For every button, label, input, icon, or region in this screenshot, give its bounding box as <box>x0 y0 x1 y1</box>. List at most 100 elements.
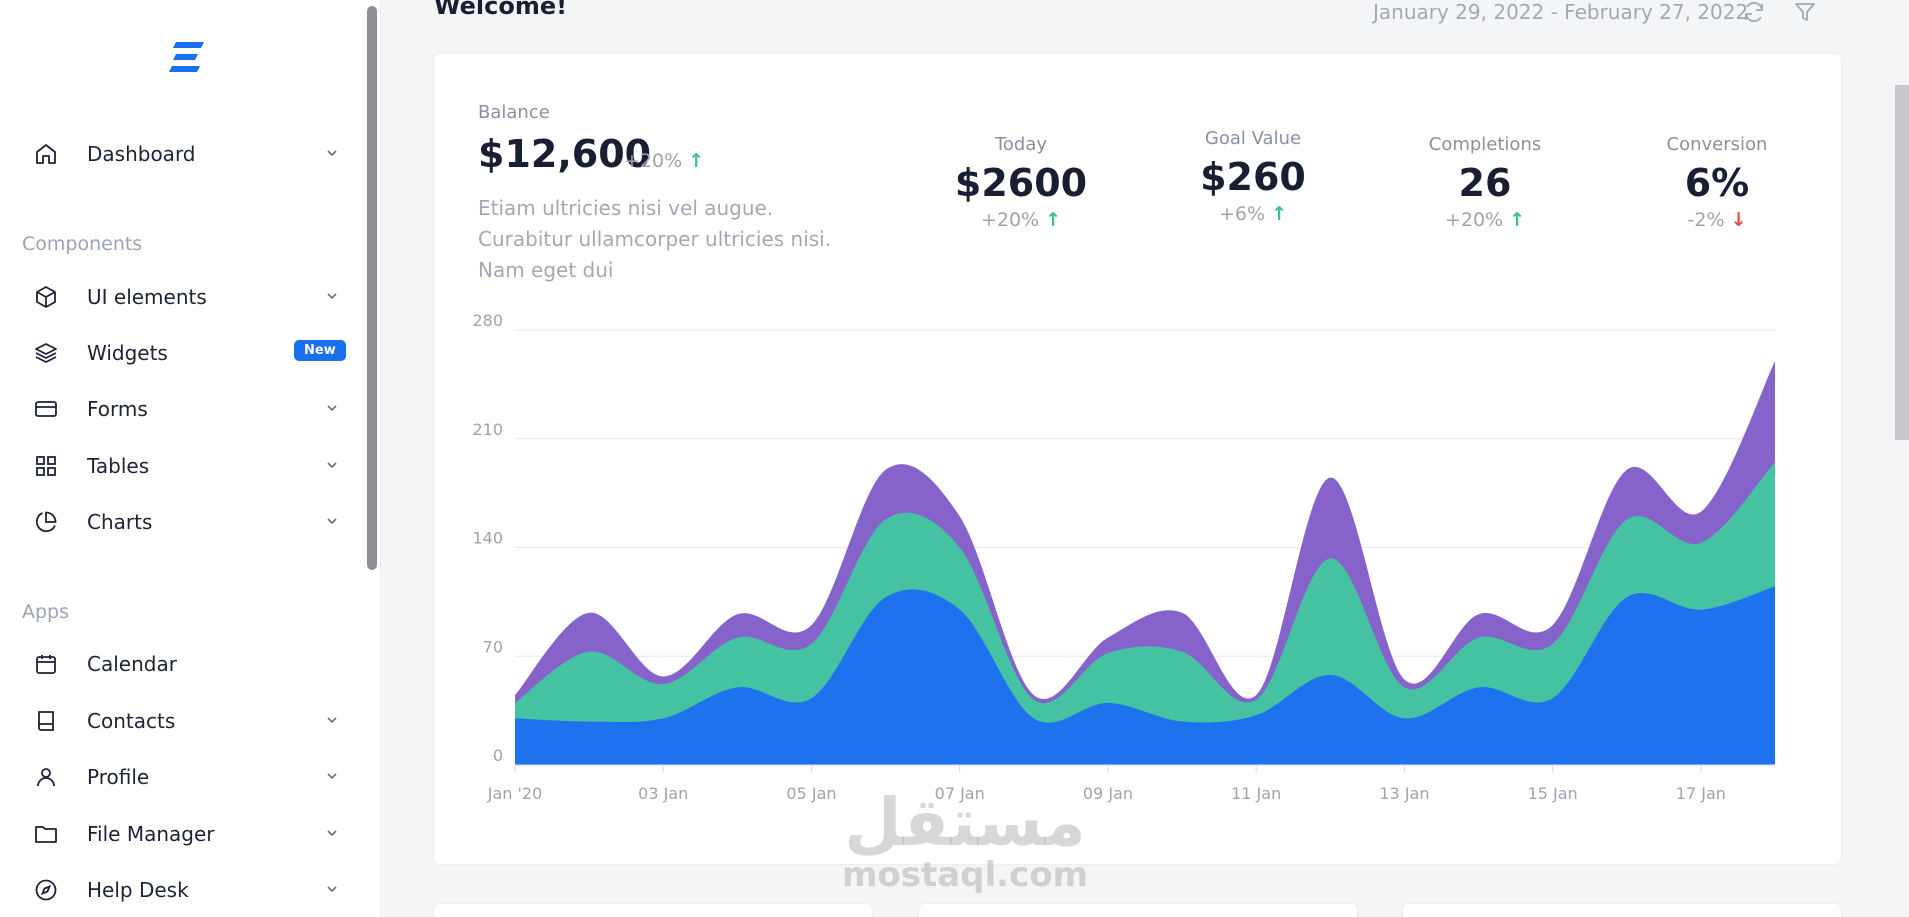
page-title: Welcome! <box>434 0 568 20</box>
sidebar-item-profile[interactable]: Profile <box>0 754 362 798</box>
stat-goal-value: Goal Value $260 +6% ↑ <box>1143 128 1363 225</box>
filter-icon[interactable] <box>1793 0 1817 24</box>
sidebar-item-label: Tables <box>87 454 150 478</box>
bottom-card <box>433 903 873 917</box>
x-tick-label: 09 Jan <box>1083 784 1133 803</box>
y-tick-label: 0 <box>493 746 503 765</box>
compass-icon <box>34 878 58 902</box>
sidebar-item-label: Widgets <box>87 341 168 365</box>
x-tick-label: Jan '20 <box>487 784 543 803</box>
stat-change: +20% ↑ <box>911 209 1131 231</box>
sidebar-item-widgets[interactable]: Widgets New <box>0 330 362 374</box>
y-tick-label: 140 <box>472 529 503 548</box>
x-tick-label: 05 Jan <box>786 784 836 803</box>
watermark: مستقل mostaql.com <box>830 784 1100 895</box>
stat-change-value: +20% <box>980 209 1040 231</box>
stat-today: Today $2600 +20% ↑ <box>911 134 1131 231</box>
credit-card-icon <box>34 397 58 421</box>
watermark-arabic: مستقل <box>844 784 1086 861</box>
sidebar-item-dashboard[interactable]: Dashboard <box>0 131 362 175</box>
y-tick-label: 280 <box>472 311 503 330</box>
sidebar-item-label: UI elements <box>87 285 207 309</box>
stat-change-value: +20% <box>1444 209 1504 231</box>
sidebar-item-contacts[interactable]: Contacts <box>0 698 362 742</box>
page-scrollbar[interactable] <box>1895 85 1909 440</box>
sidebar-item-file-manager[interactable]: File Manager <box>0 811 362 855</box>
arrow-down-icon: ↓ <box>1730 209 1747 231</box>
section-title-apps: Apps <box>22 601 70 623</box>
stat-value: $260 <box>1200 155 1306 199</box>
arrow-up-icon: ↑ <box>688 150 705 172</box>
x-tick-label: 07 Jan <box>935 784 985 803</box>
chevron-down-icon <box>324 768 340 784</box>
refresh-icon[interactable] <box>1742 0 1766 24</box>
arrow-up-icon: ↑ <box>1509 209 1526 231</box>
sidebar-item-label: Help Desk <box>87 878 189 902</box>
sidebar-item-label: Charts <box>87 510 153 534</box>
bottom-card <box>1402 903 1842 917</box>
chevron-down-icon <box>324 400 340 416</box>
stat-title: Today <box>994 134 1048 155</box>
x-tick-label: 11 Jan <box>1231 784 1281 803</box>
bottom-card <box>918 903 1358 917</box>
stat-conversion: Conversion 6% -2% ↓ <box>1607 134 1827 231</box>
sidebar-item-tables[interactable]: Tables <box>0 443 362 487</box>
chevron-down-icon <box>324 825 340 841</box>
x-tick-label: 17 Jan <box>1676 784 1726 803</box>
stat-value: $2600 <box>954 161 1088 205</box>
stat-completions: Completions 26 +20% ↑ <box>1375 134 1595 231</box>
stat-value: 6% <box>1684 161 1750 205</box>
y-tick-label: 210 <box>472 420 503 439</box>
arrow-up-icon: ↑ <box>1271 203 1288 225</box>
chevron-down-icon <box>324 288 340 304</box>
balance-change-value: +20% <box>624 150 683 172</box>
chevron-down-icon <box>324 513 340 529</box>
sidebar-item-ui-elements[interactable]: UI elements <box>0 274 362 318</box>
sidebar-item-label: Profile <box>87 765 150 789</box>
sidebar-item-label: Contacts <box>87 709 176 733</box>
chevron-down-icon <box>324 145 340 161</box>
cube-icon <box>34 285 58 309</box>
watermark-latin: mostaql.com <box>841 855 1089 895</box>
stat-title: Completions <box>1428 134 1542 155</box>
y-tick-label: 70 <box>483 637 503 656</box>
balance-title: Balance <box>478 102 550 123</box>
series-area-1 <box>515 586 1775 765</box>
stacked-area-chart: 0 70 140 210 280 Jan '20 03 Jan 05 Jan 07 Jan 09 … <box>472 311 1775 803</box>
home-icon <box>34 142 58 166</box>
stat-change: +20% ↑ <box>1375 209 1595 231</box>
stat-change-value: -2% <box>1687 209 1725 231</box>
stat-change: -2% ↓ <box>1607 209 1827 231</box>
sidebar-item-help-desk[interactable]: Help Desk <box>0 867 362 911</box>
sidebar-item-label: Dashboard <box>87 142 196 166</box>
date-range-picker[interactable]: January 29, 2022 - February 27, 2022 <box>1373 0 1749 24</box>
x-tick-label: 13 Jan <box>1379 784 1429 803</box>
chevron-down-icon <box>324 457 340 473</box>
balance-description: Etiam ultricies nisi vel augue. Curabitu… <box>478 196 832 282</box>
chevron-down-icon <box>324 712 340 728</box>
stat-title: Goal Value <box>1204 128 1302 149</box>
user-icon <box>34 765 58 789</box>
stacked-bars-logo-icon[interactable] <box>168 38 208 78</box>
chevron-down-icon <box>324 881 340 897</box>
balance-value: $12,600 <box>478 132 652 176</box>
stat-value: 26 <box>1458 161 1512 205</box>
sidebar-item-label: Forms <box>87 397 148 421</box>
sidebar-item-charts[interactable]: Charts <box>0 499 362 543</box>
sidebar: Dashboard Components UI elements Widgets… <box>0 0 381 917</box>
section-title-components: Components <box>22 233 143 255</box>
sidebar-scrollbar[interactable] <box>367 6 377 570</box>
x-tick-label: 03 Jan <box>638 784 688 803</box>
stat-change: +6% ↑ <box>1143 203 1363 225</box>
sidebar-item-label: Calendar <box>87 652 177 676</box>
calendar-icon <box>34 652 58 676</box>
stat-change-value: +6% <box>1218 203 1266 225</box>
sidebar-item-forms[interactable]: Forms <box>0 386 362 430</box>
stat-title: Conversion <box>1666 134 1768 155</box>
x-tick-label: 15 Jan <box>1528 784 1578 803</box>
balance-change: +20% ↑ <box>624 150 704 172</box>
sidebar-item-calendar[interactable]: Calendar <box>0 641 362 685</box>
new-badge: New <box>294 340 346 361</box>
grid-icon <box>34 454 58 478</box>
pie-chart-icon <box>34 510 58 534</box>
